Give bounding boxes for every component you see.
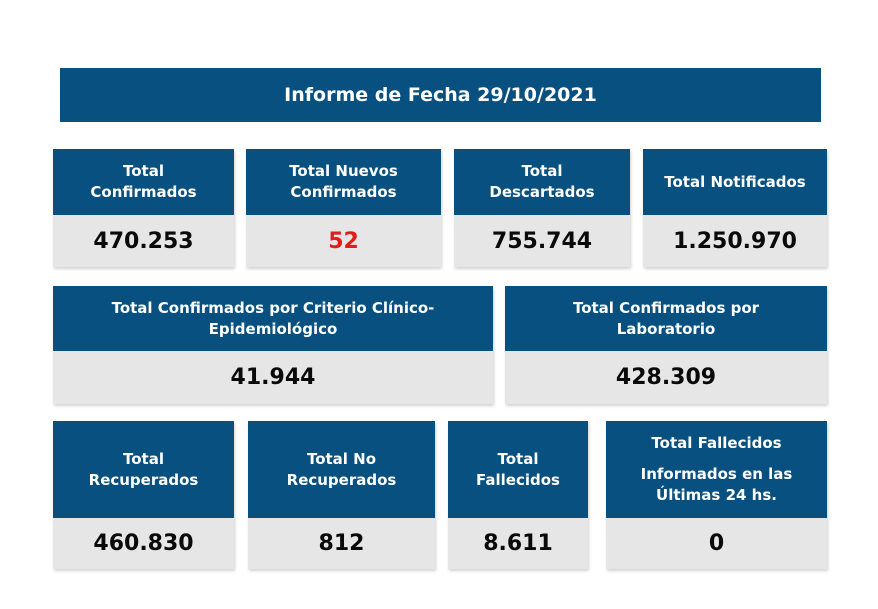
label-line: Total Confirmados por Criterio Clínico- (111, 298, 435, 317)
card-total-descartados: Total Descartados 755.744 (454, 149, 630, 267)
label-line: Total Notificados (664, 172, 806, 191)
label-line: Total Confirmados por (572, 298, 760, 317)
label-line: Total (123, 449, 164, 468)
card-label: Total Recuperados (53, 421, 234, 518)
card-label: Total Confirmados por Criterio Clínico- … (53, 286, 493, 351)
card-value: 470.253 (53, 215, 234, 267)
label-line: Total Fallecidos (651, 434, 782, 452)
label-line: Confirmados (290, 183, 397, 201)
card-value: 812 (248, 518, 435, 569)
label-line: Fallecidos (476, 470, 560, 489)
card-value: 460.830 (53, 518, 234, 569)
label-line: Total No (306, 449, 377, 468)
card-label: Total Nuevos Confirmados (246, 149, 441, 215)
card-value: 8.611 (448, 518, 588, 569)
card-label: Total Fallecidos (448, 421, 588, 518)
card-label: Total Confirmados por Laboratorio (505, 286, 827, 351)
card-value: 0 (606, 518, 827, 569)
report-title: Informe de Fecha 29/10/2021 (60, 68, 821, 122)
card-total-recuperados: Total Recuperados 460.830 (53, 421, 234, 569)
label-line: Recuperados (88, 470, 199, 489)
card-value: 755.744 (454, 215, 630, 267)
card-confirmados-laboratorio: Total Confirmados por Laboratorio 428.30… (505, 286, 827, 404)
label-line: Descartados (489, 183, 595, 201)
card-label: Total Notificados (643, 149, 827, 215)
card-label: Total Fallecidos Informados en las Últim… (606, 421, 827, 518)
label-line: Últimas 24 hs. (656, 486, 777, 504)
card-total-no-recuperados: Total No Recuperados 812 (248, 421, 435, 569)
card-total-nuevos-confirmados: Total Nuevos Confirmados 52 (246, 149, 441, 267)
label-line: Confirmados (90, 183, 197, 201)
label-line: Total (123, 162, 164, 180)
card-value: 428.309 (505, 351, 827, 404)
card-value: 52 (246, 215, 441, 267)
label-line: Total (521, 162, 563, 180)
label-line: Recuperados (286, 470, 397, 489)
label-line: Epidemiológico (208, 319, 338, 338)
label-line: Total Nuevos (289, 162, 398, 180)
card-value: 41.944 (53, 351, 493, 404)
card-fallecidos-ultimas-24hs: Total Fallecidos Informados en las Últim… (606, 421, 827, 569)
label-line: Informados en las (640, 465, 793, 483)
label-line: Laboratorio (616, 319, 716, 338)
card-value: 1.250.970 (643, 215, 827, 267)
card-label: Total Descartados (454, 149, 630, 215)
label-line: Total (497, 449, 539, 468)
card-label: Total Confirmados (53, 149, 234, 215)
card-confirmados-criterio-clinico: Total Confirmados por Criterio Clínico- … (53, 286, 493, 404)
card-total-notificados: Total Notificados 1.250.970 (643, 149, 827, 267)
card-label: Total No Recuperados (248, 421, 435, 518)
card-total-confirmados: Total Confirmados 470.253 (53, 149, 234, 267)
card-total-fallecidos: Total Fallecidos 8.611 (448, 421, 588, 569)
